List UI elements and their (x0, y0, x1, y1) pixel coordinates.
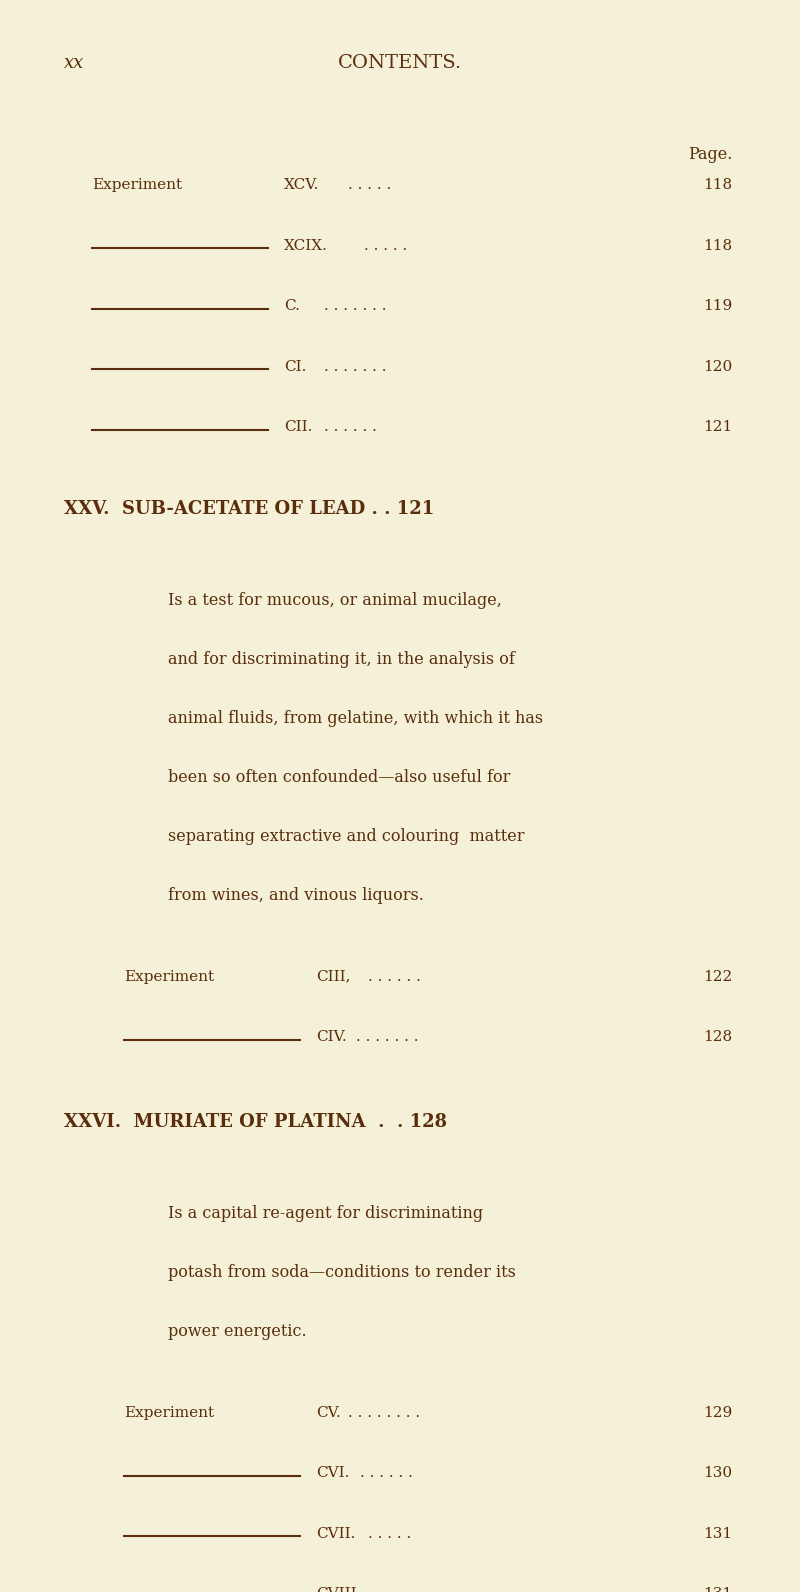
Text: 118: 118 (703, 239, 732, 253)
Text: . . . . . .: . . . . . . (368, 970, 421, 984)
Text: . . . . .: . . . . . (376, 1587, 419, 1592)
Text: Is a capital re-agent for discriminating: Is a capital re-agent for discriminating (168, 1205, 483, 1223)
Text: CONTENTS.: CONTENTS. (338, 54, 462, 72)
Text: Is a test for mucous, or animal mucilage,: Is a test for mucous, or animal mucilage… (168, 592, 502, 610)
Text: CIV.: CIV. (316, 1030, 346, 1044)
Text: 120: 120 (702, 360, 732, 374)
Text: C.: C. (284, 299, 300, 314)
Text: power energetic.: power energetic. (168, 1323, 306, 1340)
Text: Experiment: Experiment (124, 1406, 214, 1420)
Text: . . . . .: . . . . . (368, 1527, 411, 1541)
Text: from wines, and vinous liquors.: from wines, and vinous liquors. (168, 887, 424, 904)
Text: XXVI.  MURIATE OF PLATINA  .  . 128: XXVI. MURIATE OF PLATINA . . 128 (64, 1113, 447, 1130)
Text: 129: 129 (702, 1406, 732, 1420)
Text: . . . . . .: . . . . . . (324, 420, 377, 435)
Text: 122: 122 (702, 970, 732, 984)
Text: and for discriminating it, in the analysis of: and for discriminating it, in the analys… (168, 651, 515, 669)
Text: CVII.: CVII. (316, 1527, 355, 1541)
Text: . . . . . . .: . . . . . . . (324, 360, 386, 374)
Text: CI.: CI. (284, 360, 306, 374)
Text: . . . . . . . .: . . . . . . . . (348, 1406, 420, 1420)
Text: . . . . . .: . . . . . . (360, 1466, 413, 1481)
Text: CII.: CII. (284, 420, 312, 435)
Text: Page.: Page. (688, 146, 732, 164)
Text: been so often confounded—also useful for: been so often confounded—also useful for (168, 769, 510, 786)
Text: CV.: CV. (316, 1406, 341, 1420)
Text: CIII,: CIII, (316, 970, 350, 984)
Text: 118: 118 (703, 178, 732, 193)
Text: CVIII.: CVIII. (316, 1587, 362, 1592)
Text: 130: 130 (703, 1466, 732, 1481)
Text: CVI.: CVI. (316, 1466, 350, 1481)
Text: . . . . .: . . . . . (364, 239, 407, 253)
Text: xx: xx (64, 54, 84, 72)
Text: 131: 131 (703, 1527, 732, 1541)
Text: separating extractive and colouring  matter: separating extractive and colouring matt… (168, 828, 525, 845)
Text: animal fluids, from gelatine, with which it has: animal fluids, from gelatine, with which… (168, 710, 543, 728)
Text: . . . . . . .: . . . . . . . (324, 299, 386, 314)
Text: 131: 131 (703, 1587, 732, 1592)
Text: XCIX.: XCIX. (284, 239, 328, 253)
Text: potash from soda—conditions to render its: potash from soda—conditions to render it… (168, 1264, 516, 1282)
Text: XCV.: XCV. (284, 178, 319, 193)
Text: 128: 128 (703, 1030, 732, 1044)
Text: Experiment: Experiment (124, 970, 214, 984)
Text: Experiment: Experiment (92, 178, 182, 193)
Text: 121: 121 (702, 420, 732, 435)
Text: XXV.  SUB-ACETATE OF LEAD . . 121: XXV. SUB-ACETATE OF LEAD . . 121 (64, 500, 434, 517)
Text: . . . . . . .: . . . . . . . (356, 1030, 418, 1044)
Text: . . . . .: . . . . . (348, 178, 391, 193)
Text: 119: 119 (702, 299, 732, 314)
